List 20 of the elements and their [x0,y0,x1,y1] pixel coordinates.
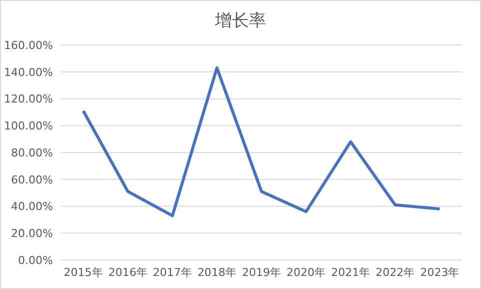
x-tick-label: 2022年 [376,266,415,279]
y-tick-label: 100.00% [4,120,53,133]
line-series [82,66,442,218]
x-tick-label: 2015年 [64,266,103,279]
x-tick-label: 2020年 [286,266,326,279]
y-tick-label: 140.00% [4,66,53,79]
chart-title: 增长率 [214,10,267,32]
y-tick-label: 160.00% [4,38,53,52]
x-tick-label: 2016年 [108,266,148,279]
x-tick-label: 2023年 [420,266,460,279]
x-tick-label: 2021年 [331,266,370,279]
y-tick-label: 0.00% [18,254,53,267]
x-tick-label: 2018年 [197,266,236,279]
y-tick-label: 60.00% [11,173,53,186]
y-tick-label: 80.00% [11,146,53,160]
y-tick-label: 20.00% [11,227,53,240]
x-tick-label: 2019年 [242,266,281,279]
y-tick-label: 120.00% [4,92,53,106]
x-tick-label: 2017年 [152,266,192,279]
y-tick-label: 40.00% [11,200,53,214]
